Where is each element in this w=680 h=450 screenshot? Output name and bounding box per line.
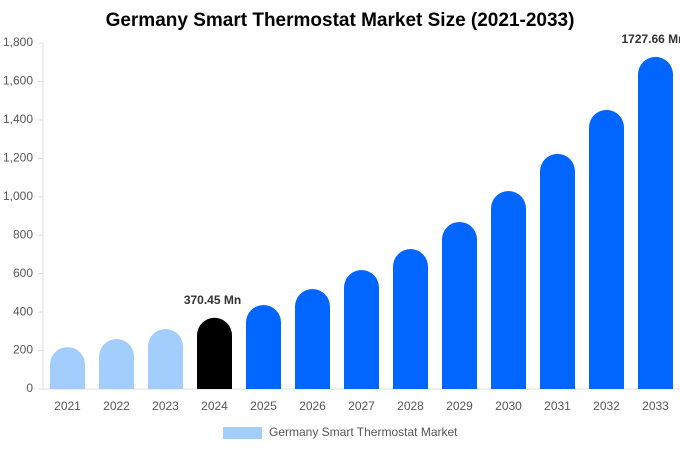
y-tick-label: 200 [13, 343, 33, 357]
chart-title: Germany Smart Thermostat Market Size (20… [106, 10, 575, 31]
x-tick-label: 2030 [495, 399, 522, 413]
x-tick-label: 2021 [54, 399, 81, 413]
bar [246, 305, 281, 389]
bar [197, 317, 232, 389]
y-tick-label: 400 [13, 304, 33, 318]
bar [393, 249, 428, 389]
bar [295, 289, 330, 389]
bar [442, 221, 477, 389]
legend-swatch [223, 427, 262, 439]
bar [540, 153, 575, 389]
bar [148, 329, 183, 389]
x-tick-label: 2023 [152, 399, 179, 413]
x-tick-label: 2031 [544, 399, 571, 413]
bar [491, 191, 526, 389]
y-tick-label: 800 [13, 227, 33, 241]
x-tick-label: 2026 [299, 399, 326, 413]
y-tick-label: 1,600 [3, 74, 33, 88]
y-tick-label: 1,400 [3, 112, 33, 126]
x-tick-label: 2029 [446, 399, 473, 413]
x-tick-label: 2025 [250, 399, 277, 413]
x-tick-label: 2027 [348, 399, 375, 413]
bar [50, 347, 85, 389]
y-tick-label: 1,200 [3, 151, 33, 165]
x-tick-label: 2028 [397, 399, 424, 413]
legend-label: Germany Smart Thermostat Market [269, 425, 458, 439]
value-label: 1727.66 Mn [621, 32, 680, 46]
bar [99, 339, 134, 389]
y-tick-label: 600 [13, 266, 33, 280]
bar [589, 109, 624, 389]
value-label: 370.45 Mn [184, 293, 241, 307]
x-tick-label: 2022 [103, 399, 130, 413]
x-tick-label: 2033 [642, 399, 669, 413]
x-tick-label: 2024 [201, 399, 228, 413]
y-tick-label: 0 [26, 381, 33, 395]
y-tick-label: 1,800 [3, 35, 33, 49]
y-tick-label: 1,000 [3, 189, 33, 203]
x-tick-label: 2032 [593, 399, 620, 413]
bar [344, 270, 379, 389]
bar [638, 56, 673, 389]
